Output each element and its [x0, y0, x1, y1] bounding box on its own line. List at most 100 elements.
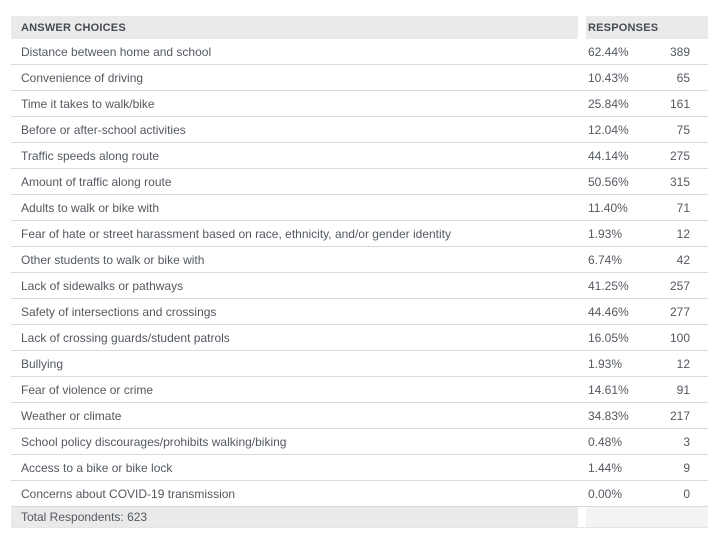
column-gap	[578, 481, 586, 506]
response-percent: 44.46%	[588, 304, 629, 319]
response-cell: 12.04% 75	[586, 117, 708, 142]
response-cell: 44.46% 277	[586, 299, 708, 324]
response-percent: 10.43%	[588, 70, 629, 85]
response-cell: 44.14% 275	[586, 143, 708, 168]
column-gap	[578, 325, 586, 350]
response-count: 12	[676, 226, 690, 241]
table-row: Adults to walk or bike with 11.40% 71	[11, 195, 708, 221]
column-gap	[578, 39, 586, 64]
response-percent: 16.05%	[588, 330, 629, 345]
response-percent: 1.93%	[588, 226, 623, 241]
response-cell: 0.00% 0	[586, 481, 708, 506]
table-row: Access to a bike or bike lock 1.44% 9	[11, 455, 708, 481]
response-count: 389	[669, 44, 690, 59]
answer-choice-label: Other students to walk or bike with	[21, 252, 205, 267]
table-body: Distance between home and school 62.44% …	[11, 39, 708, 507]
response-count: 65	[676, 70, 690, 85]
response-cell: 62.44% 389	[586, 39, 708, 64]
column-gap	[578, 195, 586, 220]
table-row: Amount of traffic along route 50.56% 315	[11, 169, 708, 195]
column-header-responses: RESPONSES	[586, 16, 708, 39]
table-row: Distance between home and school 62.44% …	[11, 39, 708, 65]
column-gap	[578, 403, 586, 428]
response-percent: 6.74%	[588, 252, 623, 267]
response-count: 12	[676, 356, 690, 371]
response-count: 0	[683, 486, 690, 501]
column-gap	[578, 221, 586, 246]
answer-choice-label: Weather or climate	[21, 408, 122, 423]
response-cell: 1.93% 12	[586, 221, 708, 246]
answer-choice-label: Concerns about COVID-19 transmission	[21, 486, 236, 501]
response-percent: 41.25%	[588, 278, 629, 293]
response-percent: 34.83%	[588, 408, 629, 423]
table-row: Fear of hate or street harassment based …	[11, 221, 708, 247]
response-count: 3	[683, 434, 690, 449]
response-percent: 12.04%	[588, 122, 629, 137]
response-count: 277	[669, 304, 690, 319]
column-gap	[578, 65, 586, 90]
column-gap	[578, 169, 586, 194]
table-row: Before or after-school activities 12.04%…	[11, 117, 708, 143]
response-cell: 6.74% 42	[586, 247, 708, 272]
response-percent: 0.00%	[588, 486, 623, 501]
response-count: 315	[669, 174, 690, 189]
answer-choice-label: Convenience of driving	[21, 70, 144, 85]
table-header-row: ANSWER CHOICES RESPONSES	[11, 16, 708, 39]
response-percent: 1.44%	[588, 460, 623, 475]
column-gap	[578, 247, 586, 272]
column-gap	[578, 91, 586, 116]
response-percent: 1.93%	[588, 356, 623, 371]
response-cell: 10.43% 65	[586, 65, 708, 90]
answer-choice-label: Time it takes to walk/bike	[21, 96, 155, 111]
column-gap	[578, 117, 586, 142]
response-count: 217	[669, 408, 690, 423]
response-count: 100	[669, 330, 690, 345]
response-cell: 25.84% 161	[586, 91, 708, 116]
response-cell: 14.61% 91	[586, 377, 708, 402]
table-row: Weather or climate 34.83% 217	[11, 403, 708, 429]
table-row: Time it takes to walk/bike 25.84% 161	[11, 91, 708, 117]
table-row: Fear of violence or crime 14.61% 91	[11, 377, 708, 403]
response-cell: 1.93% 12	[586, 351, 708, 376]
table-row: Lack of sidewalks or pathways 41.25% 257	[11, 273, 708, 299]
response-cell: 41.25% 257	[586, 273, 708, 298]
response-count: 257	[669, 278, 690, 293]
response-cell: 1.44% 9	[586, 455, 708, 480]
response-cell: 34.83% 217	[586, 403, 708, 428]
answer-choice-label: Distance between home and school	[21, 44, 212, 59]
table-total-row: Total Respondents: 623	[11, 507, 708, 528]
response-percent: 14.61%	[588, 382, 629, 397]
response-count: 91	[676, 382, 690, 397]
answer-choice-label: Fear of hate or street harassment based …	[21, 226, 452, 241]
column-gap	[578, 507, 586, 527]
column-header-answer-choices: ANSWER CHOICES	[11, 16, 578, 39]
response-percent: 11.40%	[588, 200, 628, 215]
response-count: 75	[676, 122, 690, 137]
table-row: Safety of intersections and crossings 44…	[11, 299, 708, 325]
column-gap	[578, 16, 586, 39]
table-row: Convenience of driving 10.43% 65	[11, 65, 708, 91]
total-responses-cell	[586, 507, 708, 527]
response-percent: 62.44%	[588, 44, 629, 59]
answer-choice-label: Traffic speeds along route	[21, 148, 160, 163]
response-count: 71	[676, 200, 690, 215]
column-gap	[578, 143, 586, 168]
answer-choice-label: Safety of intersections and crossings	[21, 304, 217, 319]
column-gap	[578, 429, 586, 454]
response-cell: 11.40% 71	[586, 195, 708, 220]
response-count: 275	[669, 148, 690, 163]
response-percent: 50.56%	[588, 174, 629, 189]
table-row: Other students to walk or bike with 6.74…	[11, 247, 708, 273]
table-row: Lack of crossing guards/student patrols …	[11, 325, 708, 351]
column-gap	[578, 299, 586, 324]
column-gap	[578, 351, 586, 376]
answer-choice-label: Lack of crossing guards/student patrols	[21, 330, 230, 345]
answer-choice-label: Bullying	[21, 356, 64, 371]
response-cell: 16.05% 100	[586, 325, 708, 350]
answer-choice-label: Fear of violence or crime	[21, 382, 154, 397]
answer-choice-label: Before or after-school activities	[21, 122, 186, 137]
answer-choice-label: Adults to walk or bike with	[21, 200, 160, 215]
answer-choice-label: Amount of traffic along route	[21, 174, 172, 189]
response-cell: 50.56% 315	[586, 169, 708, 194]
table-row: Traffic speeds along route 44.14% 275	[11, 143, 708, 169]
